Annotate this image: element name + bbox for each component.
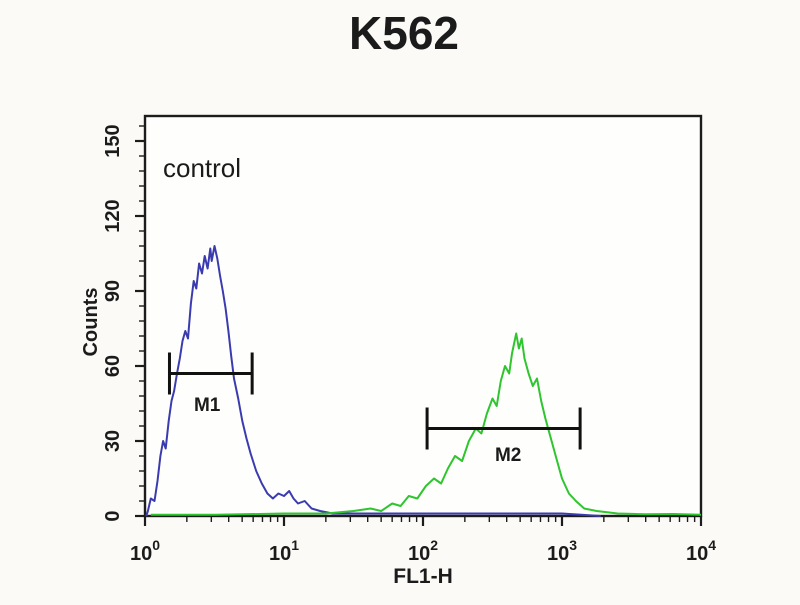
plot-area <box>145 116 701 516</box>
axis-ticks <box>135 125 703 526</box>
x-tick-label: 103 <box>547 537 577 565</box>
x-tick-label: 102 <box>408 537 438 565</box>
y-axis-label: Counts <box>80 288 102 357</box>
chart-title: K562 <box>349 7 459 59</box>
x-tick-label: 101 <box>269 537 299 565</box>
gate-m1-label: M1 <box>194 395 221 416</box>
y-tick-label: 120 <box>102 199 124 232</box>
gate-m2: M2 <box>425 407 582 466</box>
gate-m2-label: M2 <box>495 445 521 466</box>
gate-m1: M1 <box>167 352 254 416</box>
y-tick-label: 30 <box>102 430 124 452</box>
control-annotation: control <box>163 153 241 183</box>
control-histogram-curve <box>145 245 601 517</box>
x-tick-label: 104 <box>686 537 716 565</box>
x-axis-label: FL1-H <box>393 565 453 588</box>
x-tick-label: 100 <box>130 537 160 565</box>
y-tick-label: 90 <box>102 280 124 302</box>
stained-histogram-curve <box>150 332 702 516</box>
y-tick-label: 60 <box>102 355 124 377</box>
y-tick-label: 0 <box>102 510 124 521</box>
y-tick-label: 150 <box>102 124 124 157</box>
